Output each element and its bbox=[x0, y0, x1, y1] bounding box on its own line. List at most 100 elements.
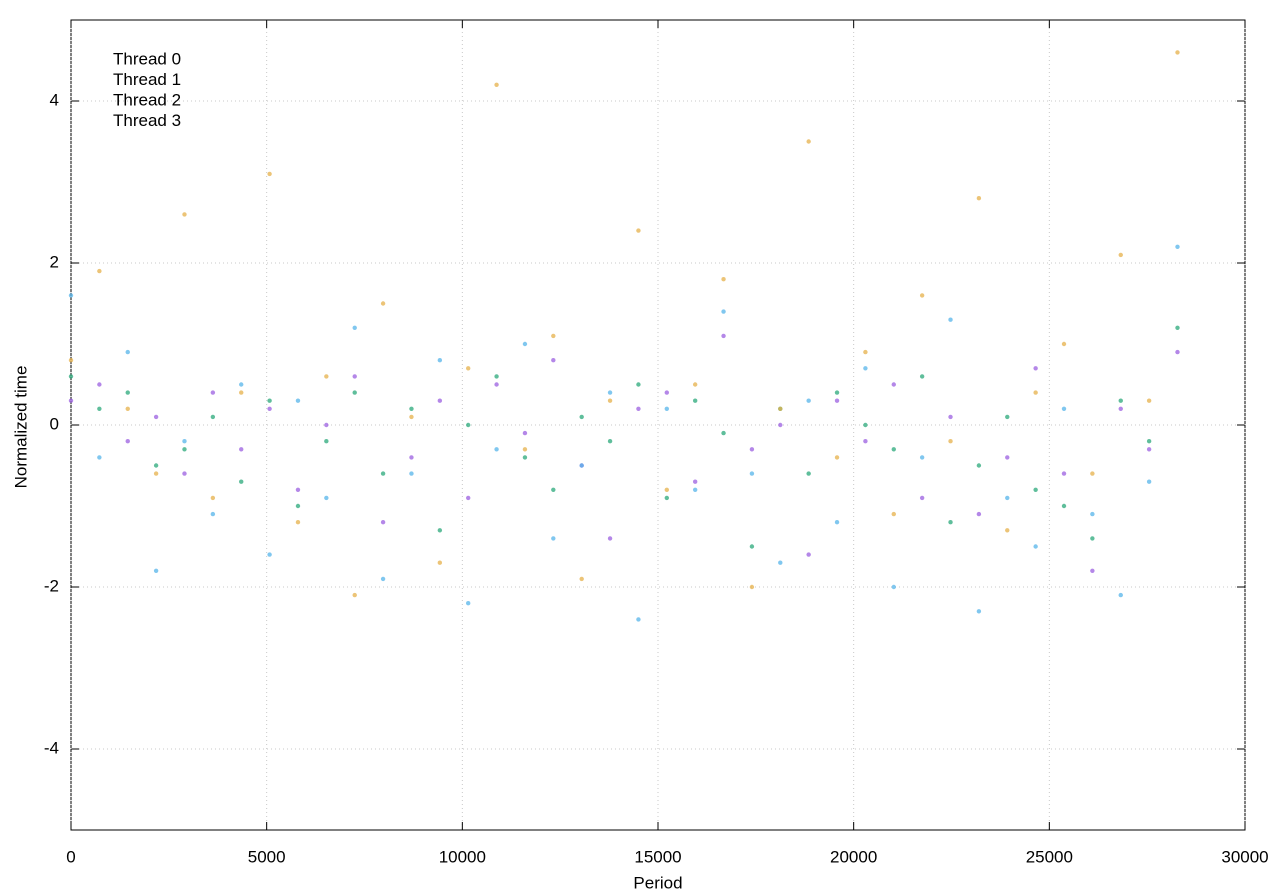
scatter-point bbox=[551, 333, 556, 339]
scatter-point bbox=[1118, 592, 1123, 598]
scatter-point bbox=[607, 398, 613, 403]
legend-label: Thread 0 bbox=[113, 49, 181, 68]
y-axis-label: Normalized time bbox=[11, 366, 30, 489]
scatter-point bbox=[352, 390, 357, 395]
x-tick-label: 5000 bbox=[248, 847, 286, 866]
scatter-point bbox=[1005, 528, 1010, 533]
scatter-point bbox=[919, 374, 925, 379]
scatter-point bbox=[749, 447, 755, 452]
scatter-point bbox=[948, 520, 953, 525]
scatter-point bbox=[380, 301, 386, 306]
scatter-point bbox=[352, 325, 357, 330]
scatter-point bbox=[891, 382, 896, 387]
scatter-point bbox=[68, 358, 74, 363]
scatter-point bbox=[919, 293, 925, 298]
scatter-point bbox=[182, 439, 187, 444]
scatter-point bbox=[210, 511, 216, 517]
scatter-point bbox=[551, 358, 556, 363]
x-tick-label: 15000 bbox=[634, 847, 681, 866]
scatter-point bbox=[68, 374, 74, 379]
scatter-point bbox=[97, 406, 102, 411]
scatter-point bbox=[1146, 447, 1152, 452]
scatter-point bbox=[749, 544, 755, 549]
scatter-point bbox=[153, 463, 159, 468]
scatter-point bbox=[267, 406, 272, 411]
scatter-point bbox=[494, 82, 499, 88]
scatter-point bbox=[182, 212, 187, 217]
scatter-point bbox=[778, 422, 783, 428]
scatter-point bbox=[97, 455, 102, 460]
scatter-point bbox=[891, 511, 896, 517]
scatter-point bbox=[1005, 455, 1010, 460]
scatter-point bbox=[976, 511, 982, 517]
scatter-point bbox=[919, 455, 925, 460]
scatter-point bbox=[607, 439, 613, 444]
scatter-point bbox=[182, 447, 187, 452]
scatter-point bbox=[324, 439, 329, 444]
scatter-point bbox=[806, 552, 811, 557]
scatter-point bbox=[891, 584, 896, 590]
scatter-point bbox=[1061, 341, 1067, 347]
scatter-point bbox=[153, 568, 159, 573]
scatter-point bbox=[721, 277, 726, 282]
scatter-point bbox=[437, 358, 443, 363]
scatter-point bbox=[1175, 325, 1180, 330]
scatter-point bbox=[636, 382, 641, 387]
scatter-point bbox=[692, 487, 698, 492]
scatter-point bbox=[409, 455, 414, 460]
scatter-point bbox=[863, 349, 868, 355]
scatter-point bbox=[153, 471, 159, 476]
scatter-point bbox=[863, 366, 868, 371]
scatter-point bbox=[1118, 252, 1123, 258]
scatter-point bbox=[522, 455, 528, 460]
scatter-point bbox=[834, 520, 840, 525]
scatter-point bbox=[494, 374, 499, 379]
scatter-point bbox=[1090, 471, 1095, 476]
scatter-point bbox=[607, 390, 613, 395]
scatter-point bbox=[1061, 503, 1067, 509]
scatter-point bbox=[806, 139, 811, 144]
scatter-point bbox=[324, 422, 329, 428]
scatter-point bbox=[579, 576, 584, 582]
scatter-point bbox=[239, 382, 244, 387]
scatter-point bbox=[948, 439, 953, 444]
scatter-point bbox=[692, 382, 698, 387]
scatter-point bbox=[295, 520, 301, 525]
scatter-point bbox=[721, 333, 726, 339]
scatter-point bbox=[1146, 398, 1152, 403]
scatter-point bbox=[1033, 390, 1038, 395]
scatter-point bbox=[607, 536, 613, 541]
scatter-point bbox=[1033, 487, 1038, 492]
scatter-point bbox=[636, 406, 641, 411]
scatter-point bbox=[948, 317, 953, 322]
scatter-point bbox=[834, 455, 840, 460]
scatter-point bbox=[267, 171, 272, 177]
scatter-point bbox=[494, 447, 499, 452]
scatter-point bbox=[834, 390, 840, 395]
legend-label: Thread 2 bbox=[113, 90, 181, 109]
scatter-point bbox=[948, 414, 953, 420]
scatter-point bbox=[409, 471, 414, 476]
scatter-point bbox=[1061, 471, 1067, 476]
scatter-point bbox=[664, 487, 670, 492]
scatter-point bbox=[295, 398, 301, 403]
scatter-point bbox=[1005, 495, 1010, 501]
scatter-point bbox=[437, 398, 443, 403]
scatter-point bbox=[1090, 536, 1095, 541]
legend-label: Thread 1 bbox=[113, 70, 181, 89]
legend-label: Thread 3 bbox=[113, 111, 181, 130]
scatter-point bbox=[68, 293, 74, 298]
x-tick-label: 10000 bbox=[439, 847, 486, 866]
scatter-point bbox=[863, 439, 868, 444]
scatter-point bbox=[125, 349, 130, 355]
scatter-point bbox=[636, 617, 641, 622]
scatter-point bbox=[522, 430, 528, 436]
scatter-point bbox=[976, 196, 982, 201]
scatter-point bbox=[352, 374, 357, 379]
scatter-point bbox=[409, 414, 414, 420]
scatter-point bbox=[210, 495, 216, 501]
scatter-point bbox=[664, 390, 670, 395]
scatter-point bbox=[692, 479, 698, 484]
scatter-point bbox=[863, 422, 868, 428]
scatter-point bbox=[380, 576, 386, 582]
